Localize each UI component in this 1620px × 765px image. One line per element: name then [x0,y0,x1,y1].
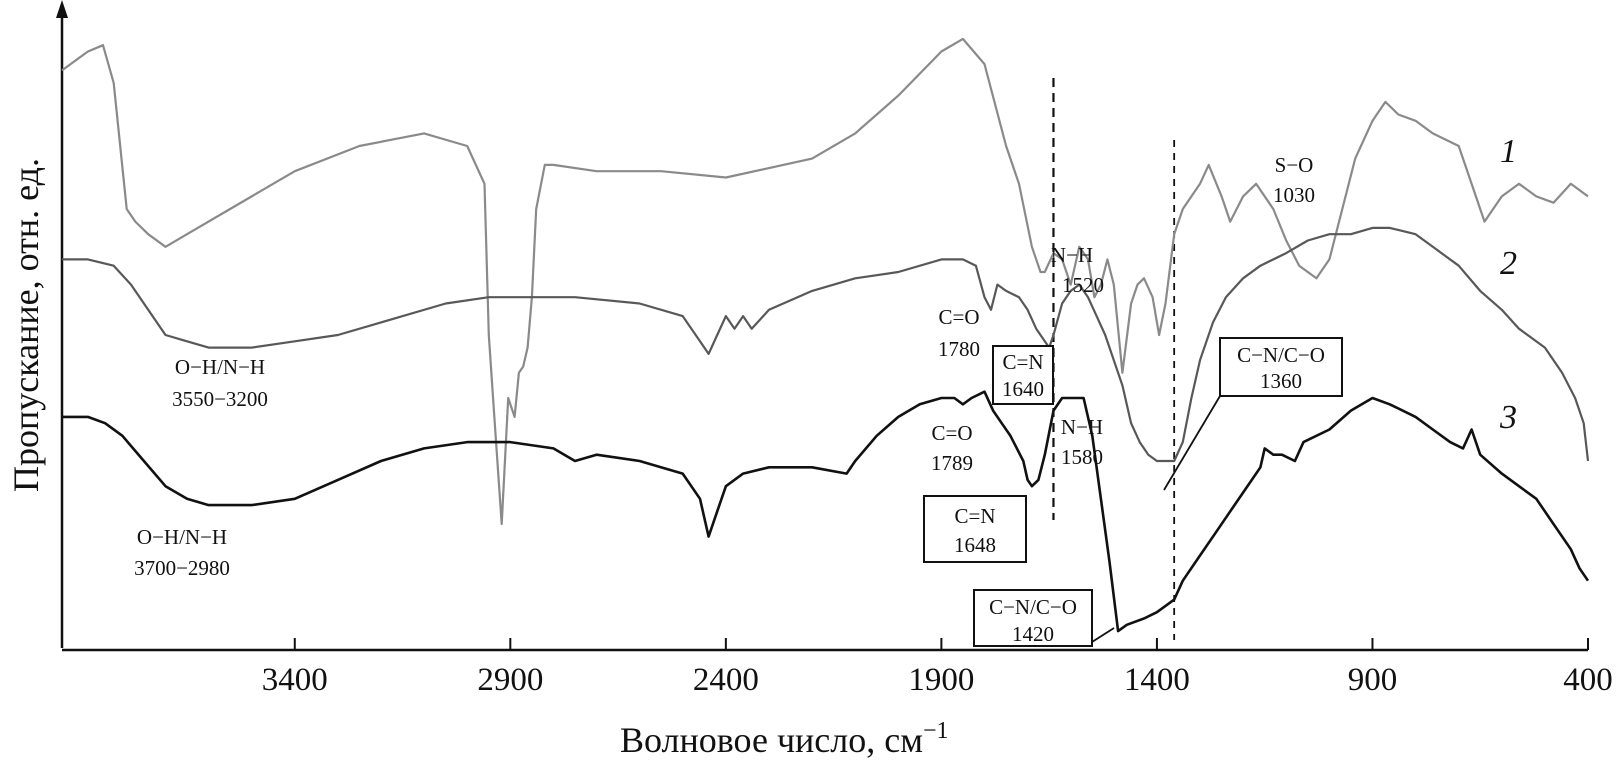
axes [56,0,1588,652]
annotation-n-h-1-value: 1520 [1062,273,1104,297]
x-ticks: 3400 2900 2400 1900 1400 900 400 [262,638,1613,698]
series-line-1 [61,37,1589,526]
annotation-c-o-2-value: 1789 [931,451,973,475]
x-tick-label: 900 [1348,662,1398,698]
x-tick-label: 400 [1563,662,1613,698]
annotation-c-n-1-box [992,345,1054,405]
y-axis-arrow-icon [56,0,68,18]
dashed-reference-lines [1052,78,1176,640]
curve-label-3: 3 [1499,399,1517,436]
series-layer [61,37,1590,633]
annotation-c-n-2-value: 1648 [954,533,996,557]
x-axis-title-sup: −1 [923,718,949,744]
x-axis-title: Волновое число, см−1 [620,718,949,760]
annotation-c-n-c-o-2-box [973,589,1093,647]
annotation-o-h-n-h-2: O−H/N−H [137,525,227,549]
annotation-c-o-1: C=O [938,305,979,329]
annotation-c-n-c-o-1-leader [1163,395,1221,491]
x-tick-label: 1400 [1124,662,1190,698]
curve-label-1: 1 [1500,133,1517,170]
annotation-c-n-c-o-1-box [1219,337,1343,397]
annotation-c-n-1-value: 1640 [1002,377,1044,401]
x-tick-label: 2400 [693,662,759,698]
annotation-c-n-2: C=N [954,504,995,528]
annotation-c-o-2: C=O [931,421,972,445]
series-line-2 [62,226,1590,463]
x-tick-label: 2900 [477,662,543,698]
annotation-c-o-1-value: 1780 [938,337,980,361]
annotation-n-h-1: N−H [1051,243,1093,267]
annotation-c-n-c-o-1-value: 1360 [1260,369,1302,393]
annotation-c-n-2-box [923,495,1027,563]
annotation-o-h-n-h-2-value: 3700−2980 [134,556,230,580]
annotation-c-n-c-o-2-leader [1091,627,1115,643]
annotation-c-n-1: C=N [1002,350,1043,374]
annotation-o-h-n-h-1: O−H/N−H [175,355,265,379]
series-line-3 [62,390,1590,633]
x-tick-label: 3400 [262,662,328,698]
annotation-c-n-c-o-1: C−N/C−O [1237,343,1325,367]
x-tick-label: 1900 [908,662,974,698]
curve-label-2: 2 [1500,245,1517,282]
annotation-n-h-2: N−H [1061,415,1103,439]
annotation-c-n-c-o-2: C−N/C−O [989,595,1077,619]
annotation-n-h-2-value: 1580 [1061,445,1103,469]
y-axis-title: Пропускание, отн. ед. [6,158,46,492]
annotation-s-o: S−O [1275,153,1314,177]
annotation-c-n-c-o-2-value: 1420 [1012,622,1054,646]
annotation-o-h-n-h-1-value: 3550−3200 [172,387,268,411]
annotation-s-o-value: 1030 [1273,183,1315,207]
